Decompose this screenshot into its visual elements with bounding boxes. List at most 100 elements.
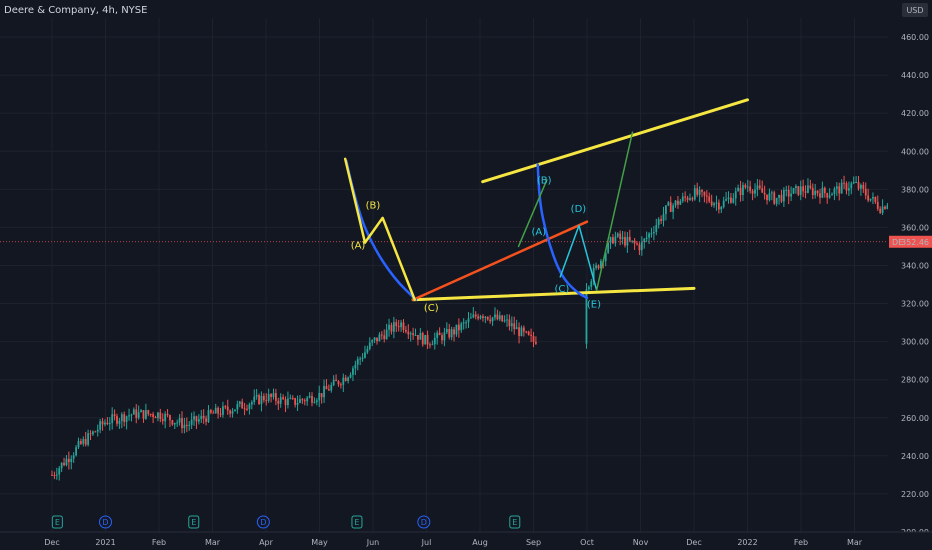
month-tick-label: Jun [366, 538, 380, 547]
candle-body [222, 406, 224, 415]
candle-body [438, 332, 441, 336]
candle-body [722, 200, 725, 208]
candle-body [356, 359, 359, 365]
candle-body [157, 412, 159, 419]
candle-body [790, 193, 793, 197]
event-label: D [102, 518, 108, 527]
candle-body [262, 395, 265, 401]
candle-body [739, 187, 742, 196]
candle-body [457, 324, 460, 331]
candle-body [125, 416, 128, 422]
candle-body [137, 412, 140, 418]
candle-body [597, 265, 600, 269]
candle-body [453, 329, 455, 335]
candle-body [638, 244, 641, 251]
month-tick-label: Aug [472, 538, 488, 547]
candle-body [525, 331, 528, 333]
candle-body [395, 322, 398, 327]
candle-body [75, 447, 77, 456]
candle-body [327, 389, 330, 391]
event-label: E [354, 518, 359, 527]
candle-body [799, 186, 802, 195]
candle-body [460, 323, 463, 331]
candle-body [821, 187, 824, 198]
earnings-event-icon [351, 515, 363, 529]
candle-body [195, 416, 198, 422]
wave-label: (D) [571, 204, 587, 215]
candle-body [243, 408, 246, 410]
candle-body [318, 393, 321, 401]
chart-title: Deere & Company, 4h, NYSE [4, 5, 147, 16]
candle-body [231, 411, 234, 414]
candle-body [652, 231, 655, 234]
candle-body [587, 286, 590, 290]
price-tick-label: 420.00 [901, 109, 929, 118]
candle-body [209, 410, 212, 413]
price-tick-label: 440.00 [901, 71, 929, 80]
candle-body [660, 219, 662, 221]
earnings-event-icon [509, 515, 521, 529]
candle-body [845, 183, 848, 191]
candle-body [89, 433, 92, 435]
candle-body [414, 335, 417, 337]
candle-body [811, 187, 814, 196]
candle-body [424, 334, 427, 345]
candle-body [708, 196, 711, 202]
candle-body [106, 422, 109, 425]
candle-body [51, 474, 53, 476]
candle-body [383, 335, 386, 340]
candle-body [462, 322, 465, 324]
candle-body [814, 190, 817, 196]
candle-body [643, 238, 646, 243]
candle-body [388, 324, 390, 330]
candle-body [595, 265, 597, 269]
candle-body [479, 316, 482, 319]
candle-body [448, 329, 451, 338]
candle-body [838, 186, 841, 194]
candle-body [477, 316, 480, 319]
candle-body [58, 468, 61, 475]
candle-body [111, 414, 114, 423]
candle-body [501, 315, 504, 322]
candle-body [181, 418, 183, 429]
candle-body [426, 334, 429, 345]
candle-body [376, 337, 378, 342]
candle-body [486, 316, 489, 320]
lower-channel [411, 286, 696, 302]
candle-body [94, 431, 97, 433]
candle-body [366, 348, 369, 353]
candle-body [311, 395, 313, 403]
candle-body [515, 327, 518, 330]
candle-body [530, 334, 532, 336]
earnings-event-icon [51, 515, 63, 529]
candle-body [886, 205, 889, 209]
candle-body [431, 344, 434, 346]
candle-body [734, 191, 737, 199]
candle-body [344, 377, 347, 381]
candle-body [315, 400, 318, 403]
candle-body [236, 404, 239, 410]
wave-label: (B) [537, 176, 552, 187]
month-tick-label: Mar [205, 538, 221, 547]
candle-body [872, 196, 874, 199]
candle-body [773, 192, 776, 204]
candle-body [645, 237, 648, 239]
candle-body [342, 377, 345, 385]
candle-body [371, 340, 374, 343]
candle-body [684, 196, 687, 198]
candle-body [518, 327, 520, 336]
candle-body [710, 201, 713, 206]
candle-body [287, 398, 289, 406]
candle-body [831, 193, 833, 196]
candle-body [489, 319, 492, 322]
candle-body [847, 188, 850, 191]
candle-body [87, 433, 90, 445]
label-layer: (A) (B) (C) (B) (A) (D) (C) (E) [351, 176, 601, 315]
candle-body [72, 455, 75, 459]
currency-control[interactable]: USD [902, 3, 928, 17]
candle-body [828, 195, 831, 198]
candle-body [756, 185, 759, 190]
green-projection [595, 131, 634, 291]
